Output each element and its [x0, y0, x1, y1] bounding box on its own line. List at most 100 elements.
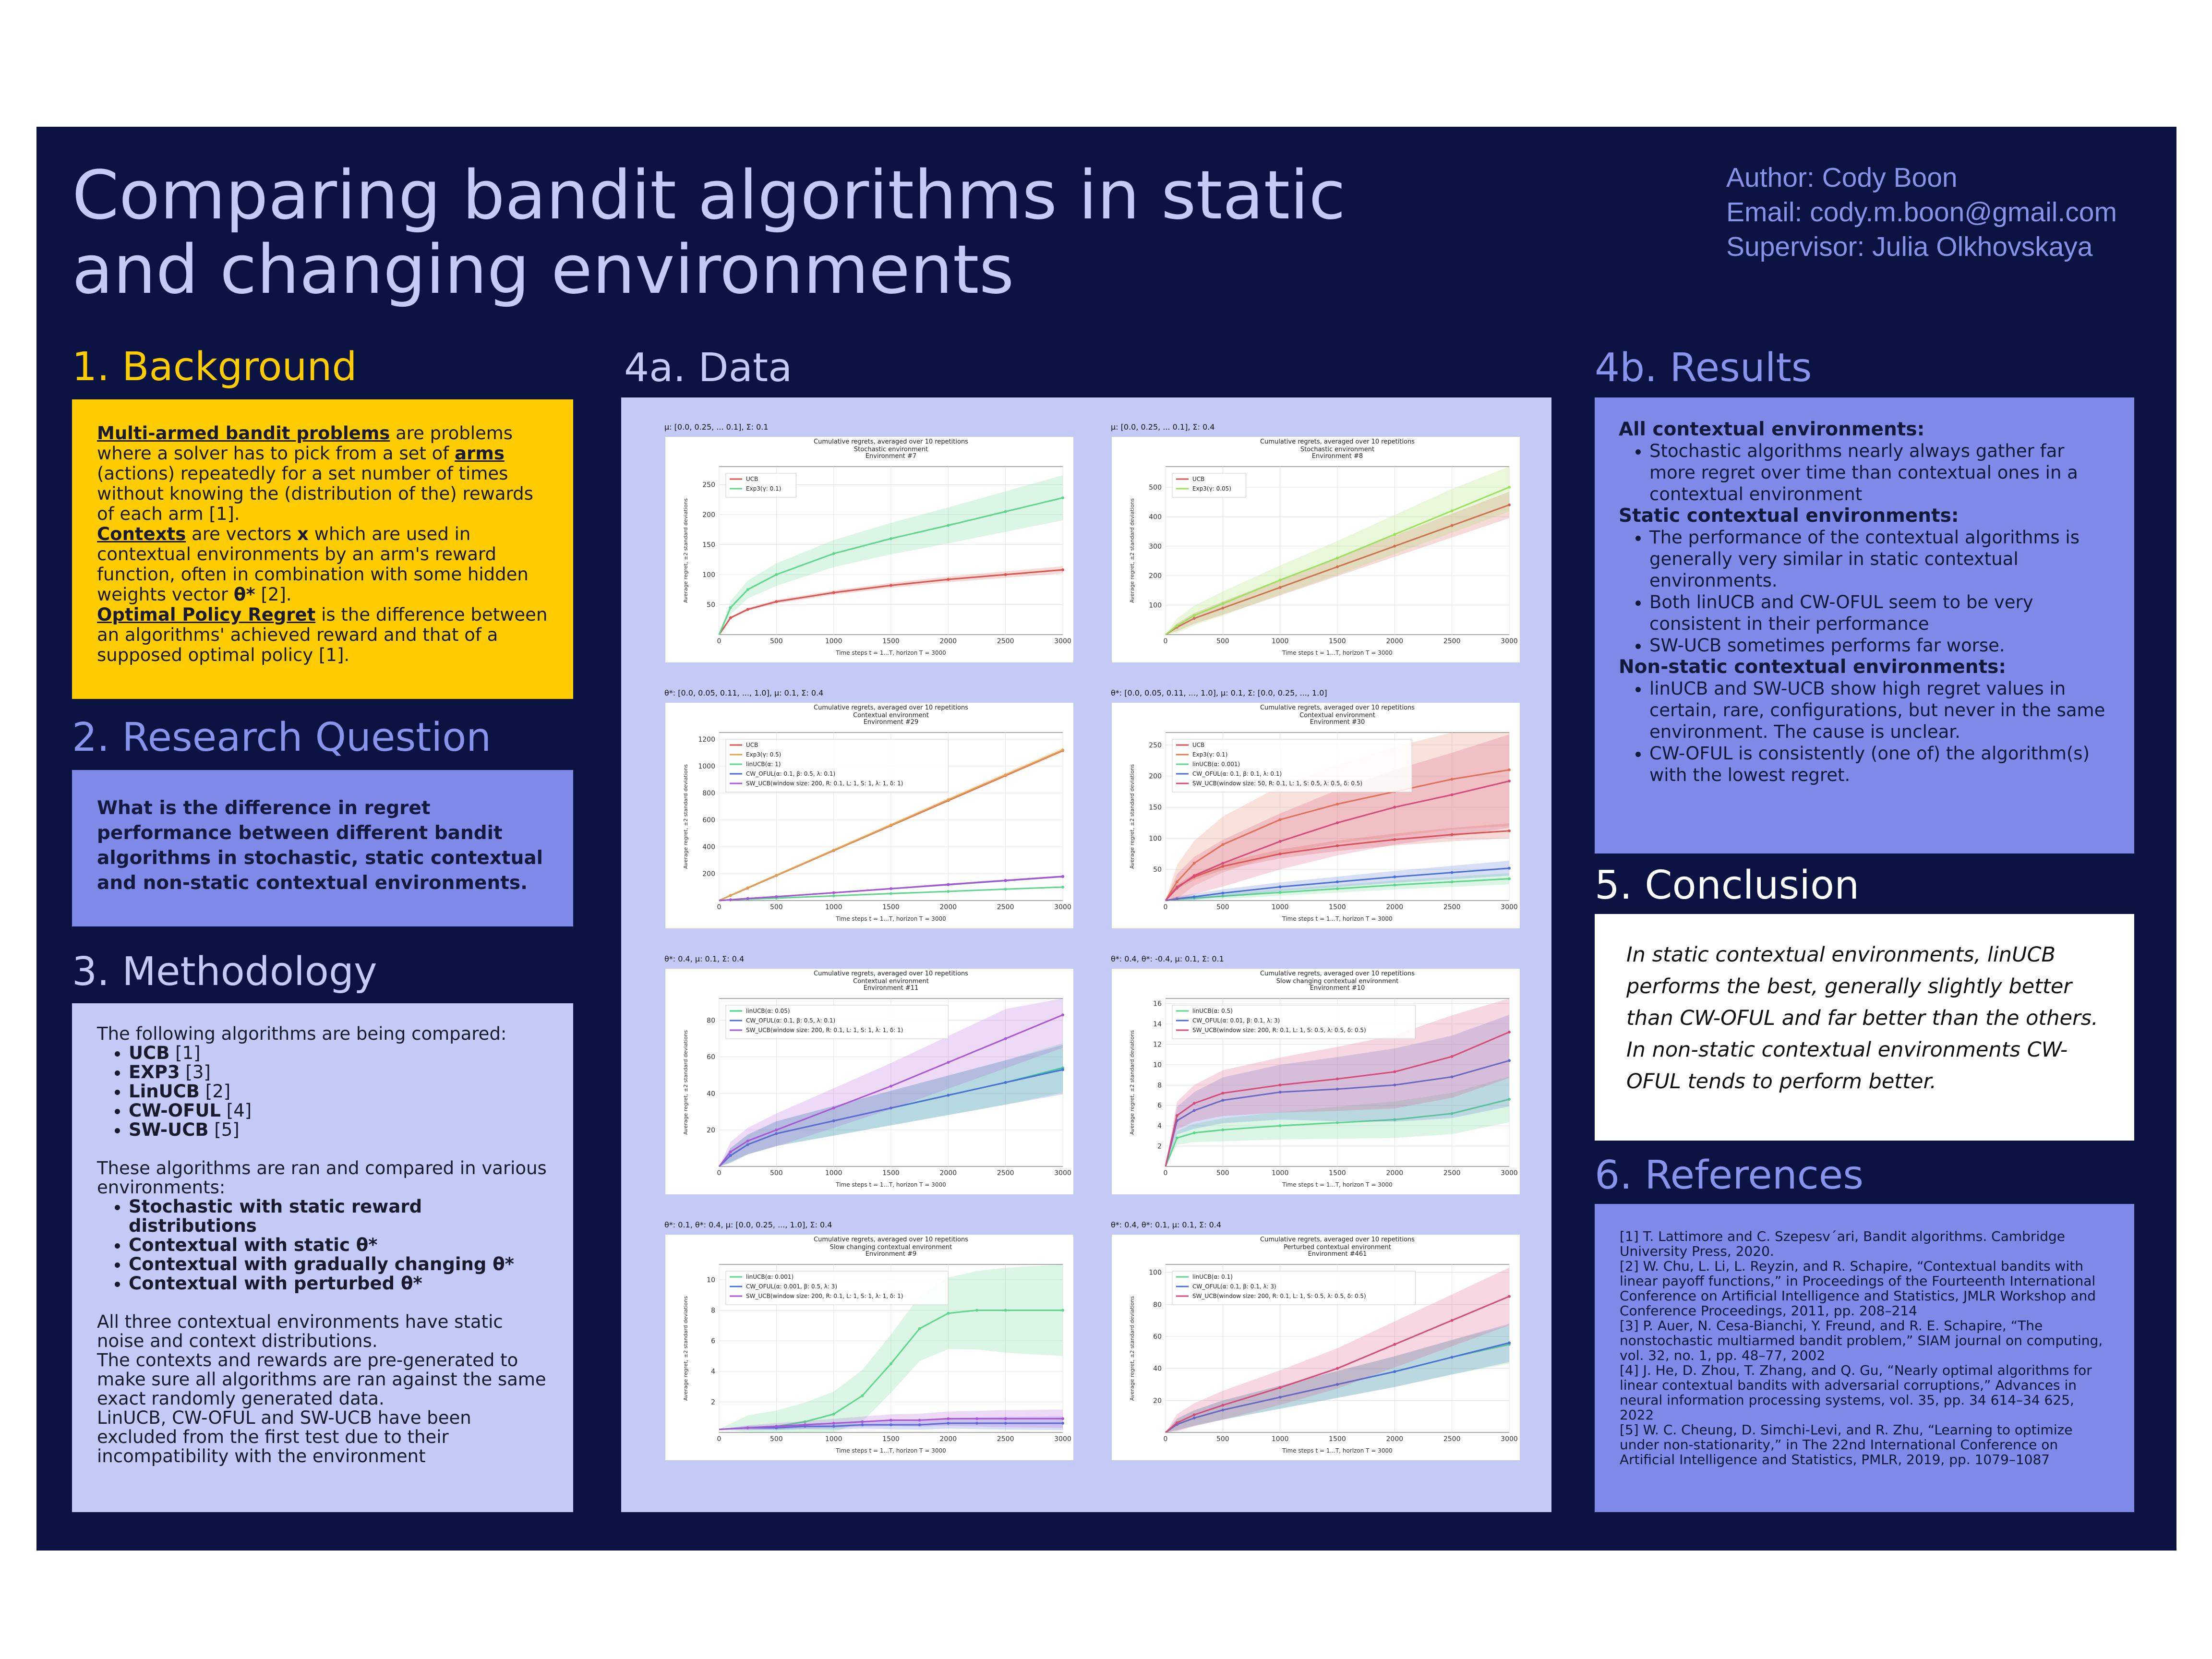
- data-point: [1004, 888, 1007, 891]
- data-point: [832, 1425, 835, 1428]
- data-point: [746, 897, 749, 900]
- confidence-band: [1166, 492, 1509, 635]
- y-tick-label: 800: [702, 790, 715, 797]
- background-text: is the difference between an algorithms'…: [97, 604, 548, 665]
- term-regret: Optimal Policy Regret: [97, 604, 316, 625]
- chart-subtitle: Environment #10: [1310, 985, 1365, 992]
- data-point: [1221, 606, 1225, 610]
- data-point: [775, 1132, 778, 1135]
- x-tick-label: 1000: [1272, 1435, 1289, 1443]
- references-heading: 6. References: [1595, 1153, 1863, 1198]
- y-tick-label: 500: [1149, 484, 1162, 492]
- y-tick-label: 1000: [698, 763, 715, 770]
- list-item: Both linUCB and CW-OFUL seem to be very …: [1649, 591, 2110, 635]
- data-point: [1393, 533, 1396, 536]
- regret-chart: Cumulative regrets, averaged over 10 rep…: [665, 437, 1073, 662]
- confidence-band: [1166, 1267, 1509, 1432]
- data-point: [1336, 1077, 1339, 1081]
- y-tick-label: 10: [1153, 1061, 1162, 1069]
- methodology-note-2: The contexts and rewards are pre-generat…: [97, 1350, 546, 1409]
- regret-chart: Cumulative regrets, averaged over 10 rep…: [665, 703, 1073, 928]
- data-point: [890, 1423, 892, 1427]
- chart-title: Cumulative regrets, averaged over 10 rep…: [1260, 1236, 1415, 1243]
- legend-entry: SW_UCB(window size: 200, R: 0.1, L: 1, S…: [746, 1027, 903, 1034]
- list-item: The performance of the contextual algori…: [1649, 527, 2110, 591]
- chart-caption: θ*: 0.4, μ: 0.1, Σ: 0.4: [664, 954, 745, 963]
- x-tick-label: 2000: [940, 1435, 957, 1443]
- data-point: [861, 1420, 864, 1423]
- background-text: (actions) repeatedly for a set number of…: [97, 463, 533, 524]
- data-point: [1192, 874, 1196, 878]
- poster-title: Comparing bandit algorithms in static an…: [72, 156, 1346, 309]
- data-point: [1175, 1136, 1178, 1140]
- data-point: [832, 894, 835, 898]
- data-point: [890, 892, 892, 895]
- context-vector-symbol: x: [297, 524, 309, 544]
- research-box: What is the difference in regret perform…: [72, 770, 573, 926]
- data-point: [1336, 565, 1339, 568]
- data-point: [832, 891, 835, 894]
- y-tick-label: 6: [1157, 1102, 1162, 1110]
- data-point: [729, 1154, 732, 1157]
- legend-entry: linUCB(α: 0.5): [1192, 1008, 1233, 1014]
- chart-caption: θ*: 0.1, θ*: 0.4, μ: [0.0, 0.25, ..., 1.…: [664, 1220, 832, 1229]
- data-point: [1004, 879, 1007, 882]
- x-axis-label: Time steps t = 1...T, horizon T = 3000: [835, 1181, 946, 1188]
- chart-title: Cumulative regrets, averaged over 10 rep…: [814, 1236, 968, 1243]
- data-point: [947, 1061, 950, 1064]
- data-point: [1192, 617, 1196, 620]
- legend-entry: SW_UCB(window size: 200, R: 0.1, L: 1, S…: [746, 780, 903, 787]
- x-tick-label: 3000: [1054, 1169, 1071, 1177]
- x-tick-label: 500: [770, 1169, 783, 1177]
- data-point: [1336, 1087, 1339, 1091]
- chart-subtitle: Perturbed contextual environment: [1284, 1244, 1391, 1251]
- x-tick-label: 0: [717, 903, 721, 911]
- y-tick-label: 600: [702, 817, 715, 824]
- y-axis-label: Average regret, ±2 standard deviations: [683, 1030, 689, 1135]
- environment-intro: These algorithms are ran and compared in…: [97, 1158, 547, 1198]
- chart-subtitle: Environment #9: [866, 1250, 916, 1258]
- y-tick-label: 250: [702, 481, 715, 489]
- y-tick-label: 10: [707, 1276, 715, 1284]
- data-point: [1192, 1109, 1196, 1112]
- x-tick-label: 3000: [1501, 637, 1518, 645]
- data-point: [1221, 1092, 1225, 1095]
- legend-entry: SW_UCB(window size: 200, R: 0.1, L: 1, S…: [1192, 1027, 1366, 1034]
- y-tick-label: 4: [711, 1368, 715, 1376]
- x-tick-label: 1000: [825, 1435, 842, 1443]
- x-tick-label: 1000: [1272, 903, 1289, 911]
- list-item: Contextual with perturbed θ*: [129, 1274, 548, 1293]
- y-tick-label: 2: [1157, 1143, 1162, 1151]
- data-point: [1450, 778, 1454, 781]
- data-point: [1278, 840, 1282, 843]
- legend-entry: UCB: [1192, 476, 1204, 482]
- author-email[interactable]: Email: cody.m.boon@gmail.com: [1726, 197, 2117, 228]
- legend: [725, 1005, 949, 1039]
- y-tick-label: 8: [1157, 1082, 1162, 1089]
- y-tick-label: 2: [711, 1398, 715, 1406]
- data-point: [1004, 773, 1007, 777]
- x-tick-label: 2000: [940, 903, 957, 911]
- data-point: [1061, 875, 1064, 878]
- data-point: [1508, 1098, 1511, 1101]
- legend: [1172, 473, 1247, 498]
- data-point: [1278, 852, 1282, 855]
- chart-subtitle: Contextual environment: [1299, 712, 1375, 719]
- data-point: [975, 1421, 978, 1425]
- algorithm-list: UCB [1] EXP3 [3] LinUCB [2] CW-OFUL [4] …: [97, 1044, 548, 1140]
- data-point: [1336, 556, 1339, 560]
- x-tick-label: 1000: [825, 1169, 842, 1177]
- chart-subtitle: Contextual environment: [853, 978, 929, 985]
- data-point: [1393, 1083, 1396, 1087]
- y-axis-label: Average regret, ±2 standard deviations: [1129, 764, 1135, 869]
- data-point: [729, 606, 732, 609]
- y-axis-label: Average regret, ±2 standard deviations: [683, 764, 689, 869]
- data-point: [890, 537, 892, 540]
- list-item: SW-UCB [5]: [129, 1120, 548, 1140]
- term-arms: arms: [455, 443, 505, 464]
- term-mab: Multi-armed bandit problems: [97, 423, 390, 444]
- x-tick-label: 3000: [1501, 903, 1518, 911]
- legend-entry: CW_OFUL(α: 0.01, β: 0.1, λ: 3): [1192, 1017, 1280, 1024]
- results-list: The performance of the contextual algori…: [1619, 527, 2110, 656]
- data-point: [832, 1412, 835, 1416]
